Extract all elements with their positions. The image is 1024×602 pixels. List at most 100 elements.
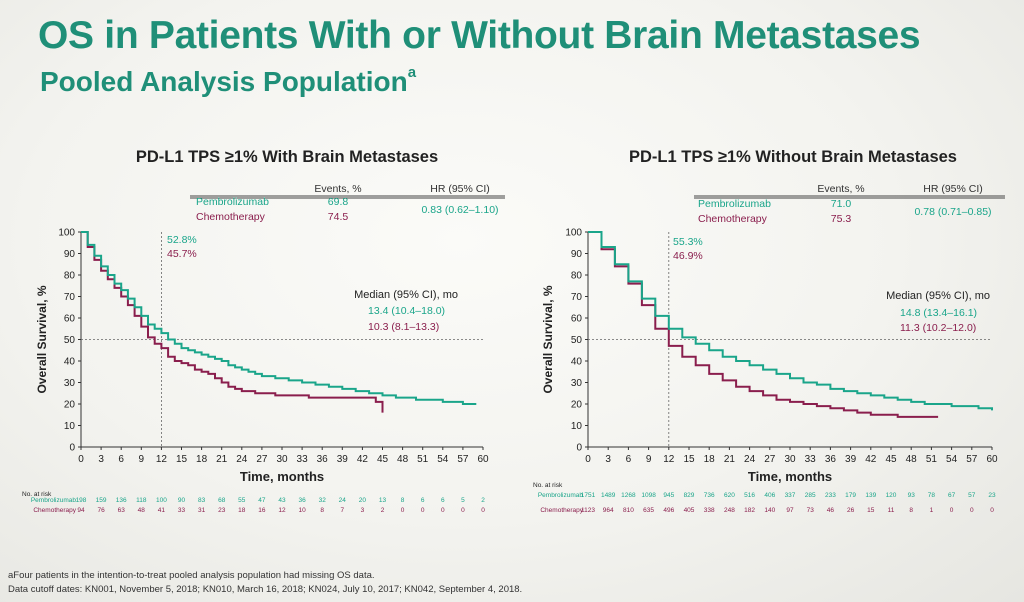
x-tick-label: 42 [357, 454, 369, 465]
at-risk-value-chemo: 0 [401, 507, 405, 514]
at-risk-value-chemo: 0 [990, 507, 994, 514]
hr-header: HR (95% CI) [430, 183, 490, 195]
x-tick-label: 45 [377, 454, 389, 465]
at-risk-value-chemo: 73 [807, 507, 815, 514]
y-tick-label: 80 [64, 271, 76, 282]
at-risk-value-chemo: 12 [278, 507, 286, 514]
at-risk-value-pembro: 47 [258, 497, 266, 504]
y-tick-label: 30 [571, 378, 583, 389]
km-curve-pembro [588, 231, 993, 411]
x-tick-label: 18 [196, 454, 208, 465]
km-curve-chemo [588, 231, 939, 418]
at-risk-value-pembro: 23 [988, 492, 996, 499]
x-tick-label: 9 [139, 454, 145, 465]
at-risk-value-pembro: 136 [116, 497, 127, 504]
x-tick-label: 45 [885, 454, 897, 465]
x-tick-label: 57 [457, 454, 469, 465]
hazard-ratio: 0.78 (0.71–0.85) [914, 206, 991, 218]
at-risk-value-chemo: 48 [138, 507, 146, 514]
number-at-risk-label: No. at risk [22, 491, 52, 498]
at-risk-name-pembro: Pembrolizumab [31, 497, 77, 504]
at-risk-value-pembro: 6 [421, 497, 425, 504]
at-risk-value-pembro: 67 [948, 492, 956, 499]
at-risk-value-chemo: 0 [461, 507, 465, 514]
events-header: Events, % [817, 183, 864, 195]
x-tick-label: 60 [477, 454, 489, 465]
at-risk-value-pembro: 337 [785, 492, 796, 499]
legend-events-pembro: 69.8 [328, 196, 349, 208]
x-tick-label: 48 [906, 454, 918, 465]
panel-title: PD-L1 TPS ≥1% With Brain Metastases [136, 148, 438, 166]
at-risk-value-pembro: 100 [156, 497, 167, 504]
at-risk-value-chemo: 31 [198, 507, 206, 514]
y-tick-label: 100 [58, 228, 75, 239]
panel-title: PD-L1 TPS ≥1% Without Brain Metastases [629, 148, 957, 166]
x-tick-label: 6 [118, 454, 124, 465]
y-tick-label: 60 [571, 314, 583, 325]
at-risk-value-pembro: 83 [198, 497, 206, 504]
at-risk-value-pembro: 57 [968, 492, 976, 499]
at-risk-value-chemo: 2 [381, 507, 385, 514]
at-risk-value-pembro: 5 [461, 497, 465, 504]
at-risk-value-pembro: 620 [724, 492, 735, 499]
at-risk-value-pembro: 1268 [621, 492, 636, 499]
at-risk-value-chemo: 0 [441, 507, 445, 514]
at-risk-name-chemo: Chemotherapy [33, 507, 76, 514]
legend-events-chemo: 75.3 [831, 213, 852, 225]
x-axis-label: Time, months [240, 469, 324, 484]
at-risk-value-pembro: 159 [96, 497, 107, 504]
at-risk-value-pembro: 945 [663, 492, 674, 499]
x-tick-label: 24 [236, 454, 248, 465]
at-risk-value-chemo: 8 [320, 507, 324, 514]
at-risk-value-chemo: 18 [238, 507, 246, 514]
at-risk-name-chemo: Chemotherapy [540, 507, 583, 514]
x-tick-label: 12 [156, 454, 168, 465]
y-tick-label: 90 [64, 249, 76, 260]
y-tick-label: 20 [571, 400, 583, 411]
y-axis-label: Overall Survival, % [35, 285, 49, 393]
at-risk-value-chemo: 63 [118, 507, 126, 514]
y-tick-label: 40 [64, 357, 76, 368]
hr-header: HR (95% CI) [923, 183, 983, 195]
at-risk-value-pembro: 13 [379, 497, 387, 504]
at-risk-value-pembro: 90 [178, 497, 186, 504]
legend-events-pembro: 71.0 [831, 198, 852, 210]
at-risk-value-pembro: 120 [886, 492, 897, 499]
at-risk-value-chemo: 1 [930, 507, 934, 514]
x-tick-label: 21 [216, 454, 228, 465]
x-tick-label: 21 [724, 454, 736, 465]
at-risk-value-pembro: 2 [481, 497, 485, 504]
at-risk-value-pembro: 736 [704, 492, 715, 499]
at-risk-value-chemo: 76 [97, 507, 105, 514]
x-tick-label: 12 [663, 454, 675, 465]
at-risk-value-chemo: 0 [481, 507, 485, 514]
x-tick-label: 0 [78, 454, 84, 465]
x-tick-label: 3 [605, 454, 611, 465]
at-risk-value-pembro: 20 [359, 497, 367, 504]
at-risk-value-pembro: 285 [805, 492, 816, 499]
x-tick-label: 6 [626, 454, 632, 465]
at-risk-value-pembro: 829 [684, 492, 695, 499]
y-tick-label: 20 [64, 400, 76, 411]
median-chemo: 10.3 (8.1–13.3) [368, 321, 439, 333]
x-tick-label: 48 [397, 454, 409, 465]
x-tick-label: 57 [966, 454, 978, 465]
y-tick-label: 0 [69, 443, 75, 454]
x-tick-label: 30 [276, 454, 288, 465]
at-risk-value-pembro: 1751 [581, 492, 596, 499]
y-tick-label: 100 [565, 228, 582, 239]
at-risk-value-chemo: 182 [744, 507, 755, 514]
km-curve-pembro [81, 231, 477, 405]
x-tick-label: 51 [417, 454, 429, 465]
footnote-missing-data: aFour patients in the intention-to-treat… [8, 570, 375, 581]
x-axis-label: Time, months [748, 469, 832, 484]
footnote-cutoff-dates: Data cutoff dates: KN001, November 5, 20… [8, 584, 523, 595]
at-risk-value-pembro: 36 [298, 497, 306, 504]
at-risk-value-chemo: 10 [298, 507, 306, 514]
subtitle-superscript: a [407, 63, 417, 81]
x-tick-label: 54 [946, 454, 958, 465]
legend-name-chemo: Chemotherapy [698, 213, 768, 225]
at-risk-value-pembro: 6 [441, 497, 445, 504]
x-tick-label: 15 [176, 454, 188, 465]
